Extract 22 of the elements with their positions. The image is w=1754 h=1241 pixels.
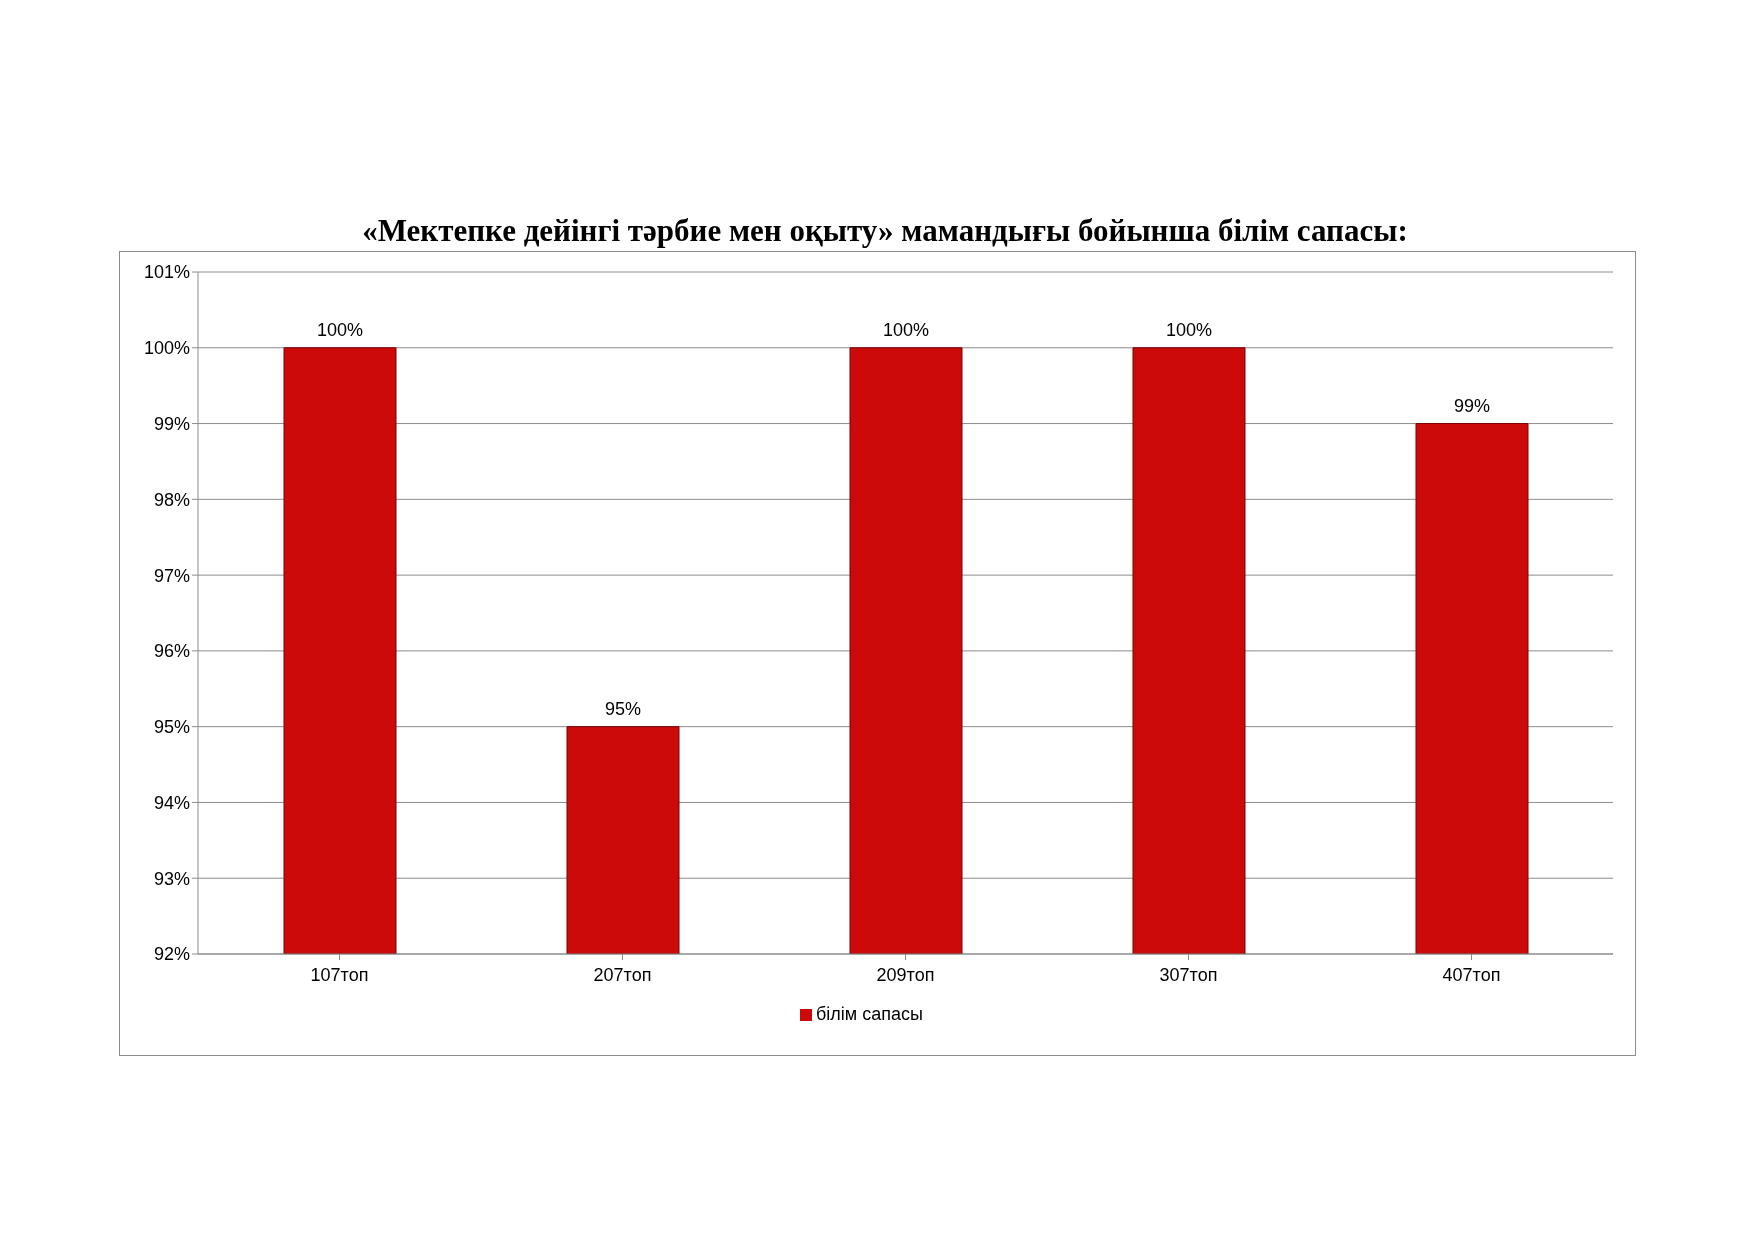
y-tick-label: 97% <box>153 565 190 586</box>
y-tick-label: 94% <box>153 792 190 813</box>
x-tick-label: 209топ <box>876 964 935 985</box>
y-tick-label: 95% <box>153 717 190 738</box>
y-tick-label: 93% <box>153 868 190 889</box>
data-label: 99% <box>1453 395 1491 416</box>
x-tick-label: 307топ <box>1159 964 1218 985</box>
y-tick-label: 99% <box>153 413 190 434</box>
y-tick-label: 100% <box>143 338 190 359</box>
data-label: 100% <box>882 319 930 340</box>
legend-label: білім сапасы <box>816 1004 923 1024</box>
chart-title: «Мектепке дейінгі тәрбие мен оқыту» мамандығы бойынша білім сапасы: <box>361 213 1409 249</box>
y-tick-label: 101% <box>143 262 190 283</box>
data-label: 100% <box>1165 319 1213 340</box>
y-tick-label: 98% <box>153 489 190 510</box>
y-tick-label: 92% <box>153 944 190 965</box>
x-tick-label: 207топ <box>593 964 652 985</box>
x-tick-label: 407топ <box>1442 964 1501 985</box>
x-tick-label: 107топ <box>310 964 369 985</box>
y-tick-label: 96% <box>153 641 190 662</box>
data-label: 100% <box>316 319 364 340</box>
data-label: 95% <box>604 698 642 719</box>
